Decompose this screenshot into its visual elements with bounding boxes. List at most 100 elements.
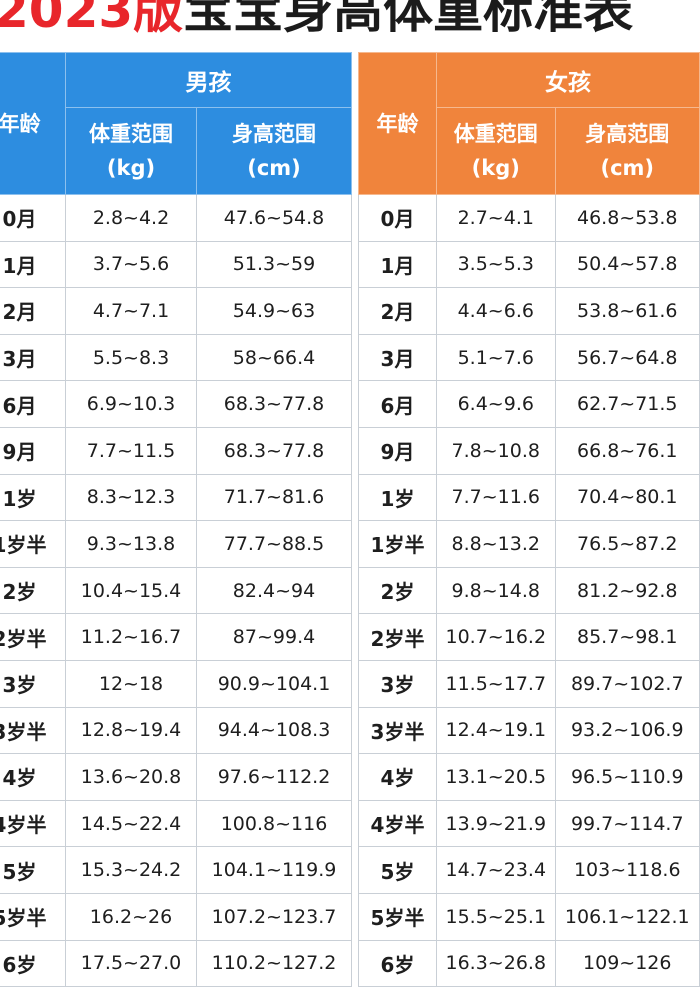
- girls-group-header: 女孩: [436, 52, 700, 108]
- table-row: 6月 6.9~10.3 68.3~77.8: [0, 380, 352, 428]
- weight-cell: 11.2~16.7: [65, 613, 197, 661]
- table-row: 1岁半9.3~13.877.7~88.5: [0, 520, 352, 568]
- height-cell: 66.8~76.1: [554, 426, 700, 475]
- height-cell: 109~126: [554, 939, 700, 987]
- table-row: 0月 2.7~4.1 46.8~53.8: [357, 194, 700, 242]
- weight-cell: 13.6~20.8: [65, 753, 197, 801]
- weight-cell: 2.7~4.1: [436, 194, 556, 242]
- weight-cell: 12.4~19.1: [436, 706, 556, 755]
- height-cell: 54.9~63: [196, 287, 352, 335]
- age-cell: 4岁: [357, 753, 438, 801]
- boys-group-header: 男孩: [65, 52, 352, 108]
- age-cell: 1岁半: [357, 520, 438, 568]
- weight-unit: (kg): [471, 156, 520, 180]
- table-row: 1岁 7.7~11.6 70.4~80.1: [357, 473, 700, 522]
- height-cell: 68.3~77.8: [196, 426, 352, 475]
- age-cell: 4岁半: [357, 799, 438, 848]
- table-row: 0月 2.8~4.2 47.6~54.8: [0, 194, 352, 242]
- weight-cell: 7.8~10.8: [436, 426, 556, 475]
- weight-header: 体重范围 (kg): [436, 107, 556, 195]
- age-cell: 5岁: [357, 846, 438, 894]
- weight-cell: 15.5~25.1: [436, 892, 556, 941]
- height-cell: 56.7~64.8: [554, 333, 700, 382]
- weight-cell: 4.4~6.6: [436, 287, 556, 335]
- weight-cell: 17.5~27.0: [65, 939, 197, 987]
- height-cell: 110.2~127.2: [196, 939, 352, 987]
- table-row: 4岁半 13.9~21.9 99.7~114.7: [357, 799, 700, 848]
- height-cell: 68.3~77.8: [196, 380, 352, 428]
- height-cell: 46.8~53.8: [554, 194, 700, 242]
- height-cell: 85.7~98.1: [554, 613, 700, 661]
- age-cell: 2月: [357, 287, 438, 335]
- weight-cell: 14.5~22.4: [65, 799, 197, 848]
- height-cell: 107.2~123.7: [196, 892, 352, 941]
- weight-header-label: 体重范围: [453, 122, 538, 146]
- table-row: 3岁 12~18 90.9~104.1: [0, 659, 352, 708]
- height-unit: (cm): [247, 156, 301, 180]
- weight-cell: 12~18: [65, 659, 197, 708]
- age-cell: 1岁: [0, 473, 66, 522]
- age-header: 年龄: [357, 52, 438, 195]
- weight-cell: 3.7~5.6: [65, 240, 197, 289]
- height-cell: 70.4~80.1: [554, 473, 700, 522]
- age-cell: 0月: [0, 194, 66, 242]
- table-row: 3月 5.1~7.6 56.7~64.8: [357, 333, 700, 382]
- weight-header: 体重范围 (kg): [65, 107, 197, 195]
- weight-cell: 8.8~13.2: [436, 520, 556, 568]
- table-row: 9月 7.8~10.8 66.8~76.1: [357, 426, 700, 475]
- weight-cell: 13.9~21.9: [436, 799, 556, 848]
- weight-cell: 11.5~17.7: [436, 659, 556, 708]
- height-cell: 81.2~92.8: [554, 566, 700, 615]
- weight-cell: 7.7~11.6: [436, 473, 556, 522]
- age-cell: 3月: [0, 333, 66, 382]
- height-cell: 106.1~122.1: [554, 892, 700, 941]
- age-cell: 3岁: [357, 659, 438, 708]
- table-row: 5岁 15.3~24.2 104.1~119.9: [0, 846, 352, 894]
- table-row: 4岁 13.1~20.5 96.5~110.9: [357, 753, 700, 801]
- height-header: 身高范围 (cm): [196, 107, 352, 195]
- age-cell: 3月: [357, 333, 438, 382]
- table-row: 9月 7.7~11.5 68.3~77.8: [0, 426, 352, 475]
- age-cell: 0月: [357, 194, 438, 242]
- table-row: 2岁 10.4~15.4 82.4~94: [0, 566, 352, 615]
- weight-cell: 16.2~26: [65, 892, 197, 941]
- height-cell: 96.5~110.9: [554, 753, 700, 801]
- height-cell: 103~118.6: [554, 846, 700, 894]
- height-cell: 93.2~106.9: [554, 706, 700, 755]
- height-header-label: 身高范围: [232, 122, 316, 146]
- table-row: 3岁半 12.4~19.1 93.2~106.9: [357, 706, 700, 755]
- weight-cell: 14.7~23.4: [436, 846, 556, 894]
- age-cell: 2岁半: [0, 613, 66, 661]
- weight-cell: 5.5~8.3: [65, 333, 197, 382]
- age-cell: 2岁半: [357, 613, 438, 661]
- table-row: 2月 4.7~7.1 54.9~63: [0, 287, 352, 335]
- age-cell: 1月: [357, 240, 438, 289]
- age-cell: 9月: [0, 426, 66, 475]
- height-unit: (cm): [600, 156, 655, 180]
- height-cell: 53.8~61.6: [554, 287, 700, 335]
- weight-unit: (kg): [106, 156, 156, 180]
- height-cell: 87~99.4: [196, 613, 352, 661]
- weight-cell: 9.8~14.8: [436, 566, 556, 615]
- table-row: 3岁 11.5~17.7 89.7~102.7: [357, 659, 700, 708]
- weight-cell: 12.8~19.4: [65, 706, 197, 755]
- age-cell: 6月: [0, 380, 66, 428]
- height-cell: 62.7~71.5: [554, 380, 700, 428]
- age-cell: 5岁半: [0, 892, 66, 941]
- age-cell: 3岁半: [357, 706, 438, 755]
- age-cell: 2岁: [0, 566, 66, 615]
- height-cell: 77.7~88.5: [196, 520, 352, 568]
- weight-cell: 7.7~11.5: [65, 426, 197, 475]
- height-header-label: 身高范围: [585, 122, 670, 146]
- age-cell: 4岁半: [0, 799, 66, 848]
- table-row: 6月 6.4~9.6 62.7~71.5: [357, 380, 700, 428]
- table-row: 3月 5.5~8.3 58~66.4: [0, 333, 352, 382]
- height-cell: 58~66.4: [196, 333, 352, 382]
- table-row: 2岁 9.8~14.8 81.2~92.8: [357, 566, 700, 615]
- age-cell: 9月: [357, 426, 438, 475]
- age-cell: 5岁半: [357, 892, 438, 941]
- age-header: 年龄: [0, 52, 66, 195]
